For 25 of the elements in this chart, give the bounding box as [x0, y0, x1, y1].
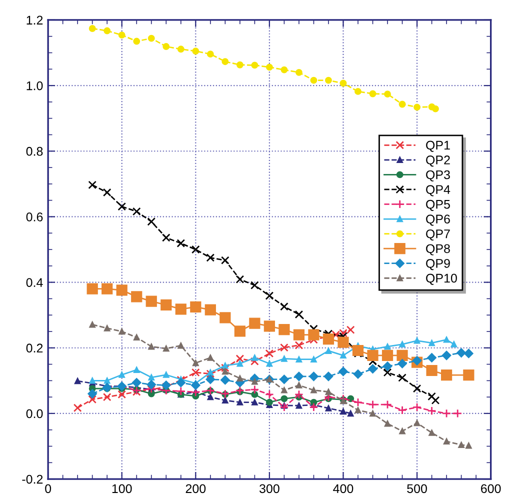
legend-label: QP10 [426, 274, 457, 285]
legend-label: QP2 [426, 156, 450, 167]
y-tick-label: -0.2 [22, 474, 43, 484]
x-tick-label: 200 [186, 484, 206, 494]
legend-label: QP6 [426, 214, 450, 226]
y-tick-label: 1.0 [26, 81, 43, 90]
y-tick-label: 0.8 [26, 146, 43, 156]
legend-label: QP5 [426, 200, 450, 211]
x-tick-label: 100 [112, 484, 132, 494]
y-tick-label: 1.2 [26, 16, 43, 24]
x-tick-label: 400 [333, 484, 354, 494]
y-tick-label: 0.6 [26, 212, 43, 222]
x-tick-label: 600 [481, 484, 501, 494]
legend-label: QP3 [426, 170, 450, 182]
legend-label: QP7 [426, 229, 450, 241]
legend-label: QP4 [426, 185, 450, 196]
y-tick-label: 0.0 [26, 409, 43, 418]
x-tick-label: 500 [407, 484, 427, 494]
legend-label: QP8 [426, 244, 450, 256]
legend-label: QP9 [426, 259, 450, 270]
x-tick-label: 0 [45, 484, 52, 494]
legend-label: QP1 [426, 140, 450, 152]
y-tick-label: 0.2 [26, 344, 43, 353]
y-tick-label: 0.4 [26, 278, 43, 287]
x-tick-label: 300 [259, 484, 280, 494]
